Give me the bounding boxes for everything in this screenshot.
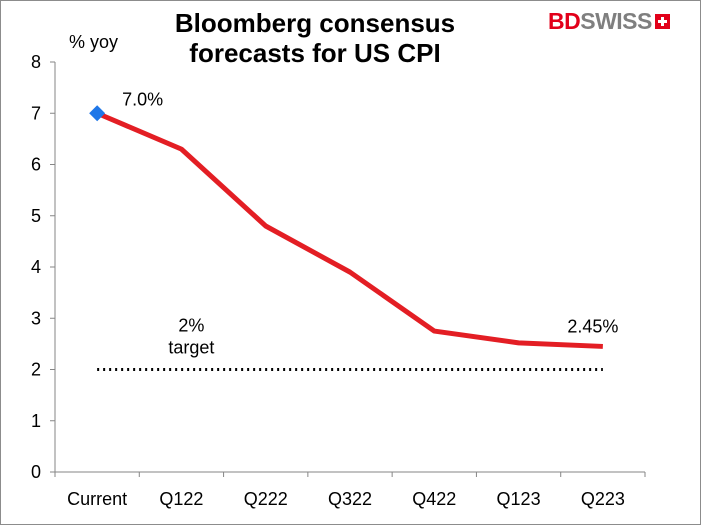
logo-bd-text: BD: [548, 7, 581, 34]
y-tick-label: 7: [31, 103, 41, 123]
target-label-line2: target: [168, 338, 214, 358]
x-tick-label: Q322: [328, 489, 372, 509]
x-tick-label: Q422: [412, 489, 456, 509]
x-tick-label: Q222: [244, 489, 288, 509]
y-tick-label: 6: [31, 155, 41, 175]
y-tick-label: 0: [31, 462, 41, 482]
y-tick-label: 8: [31, 52, 41, 72]
y-axis-label: % yoy: [69, 32, 118, 52]
y-tick-label: 4: [31, 257, 41, 277]
bdswiss-logo: BD SWISS: [548, 7, 670, 34]
forecast-series-line: [96, 110, 603, 349]
y-tick-label: 5: [31, 206, 41, 226]
logo-swiss-text: SWISS: [580, 7, 652, 34]
chart-title: Bloomberg consensus forecasts for US CPI: [174, 8, 456, 68]
y-tick-label: 3: [31, 308, 41, 328]
swiss-flag-icon: [654, 13, 670, 29]
y-tick-label: 2: [31, 360, 41, 380]
x-tick-label: Current: [67, 489, 127, 509]
y-tick-label: 1: [31, 411, 41, 431]
x-tick-label: Q223: [581, 489, 625, 509]
current-diamond-marker: [89, 105, 106, 122]
x-tick-label: Q123: [497, 489, 541, 509]
x-tick-label: Q122: [159, 489, 203, 509]
target-label-line1: 2%: [178, 316, 204, 336]
end-value-label: 2.45%: [567, 316, 618, 336]
start-value-label: 7.0%: [122, 89, 163, 109]
